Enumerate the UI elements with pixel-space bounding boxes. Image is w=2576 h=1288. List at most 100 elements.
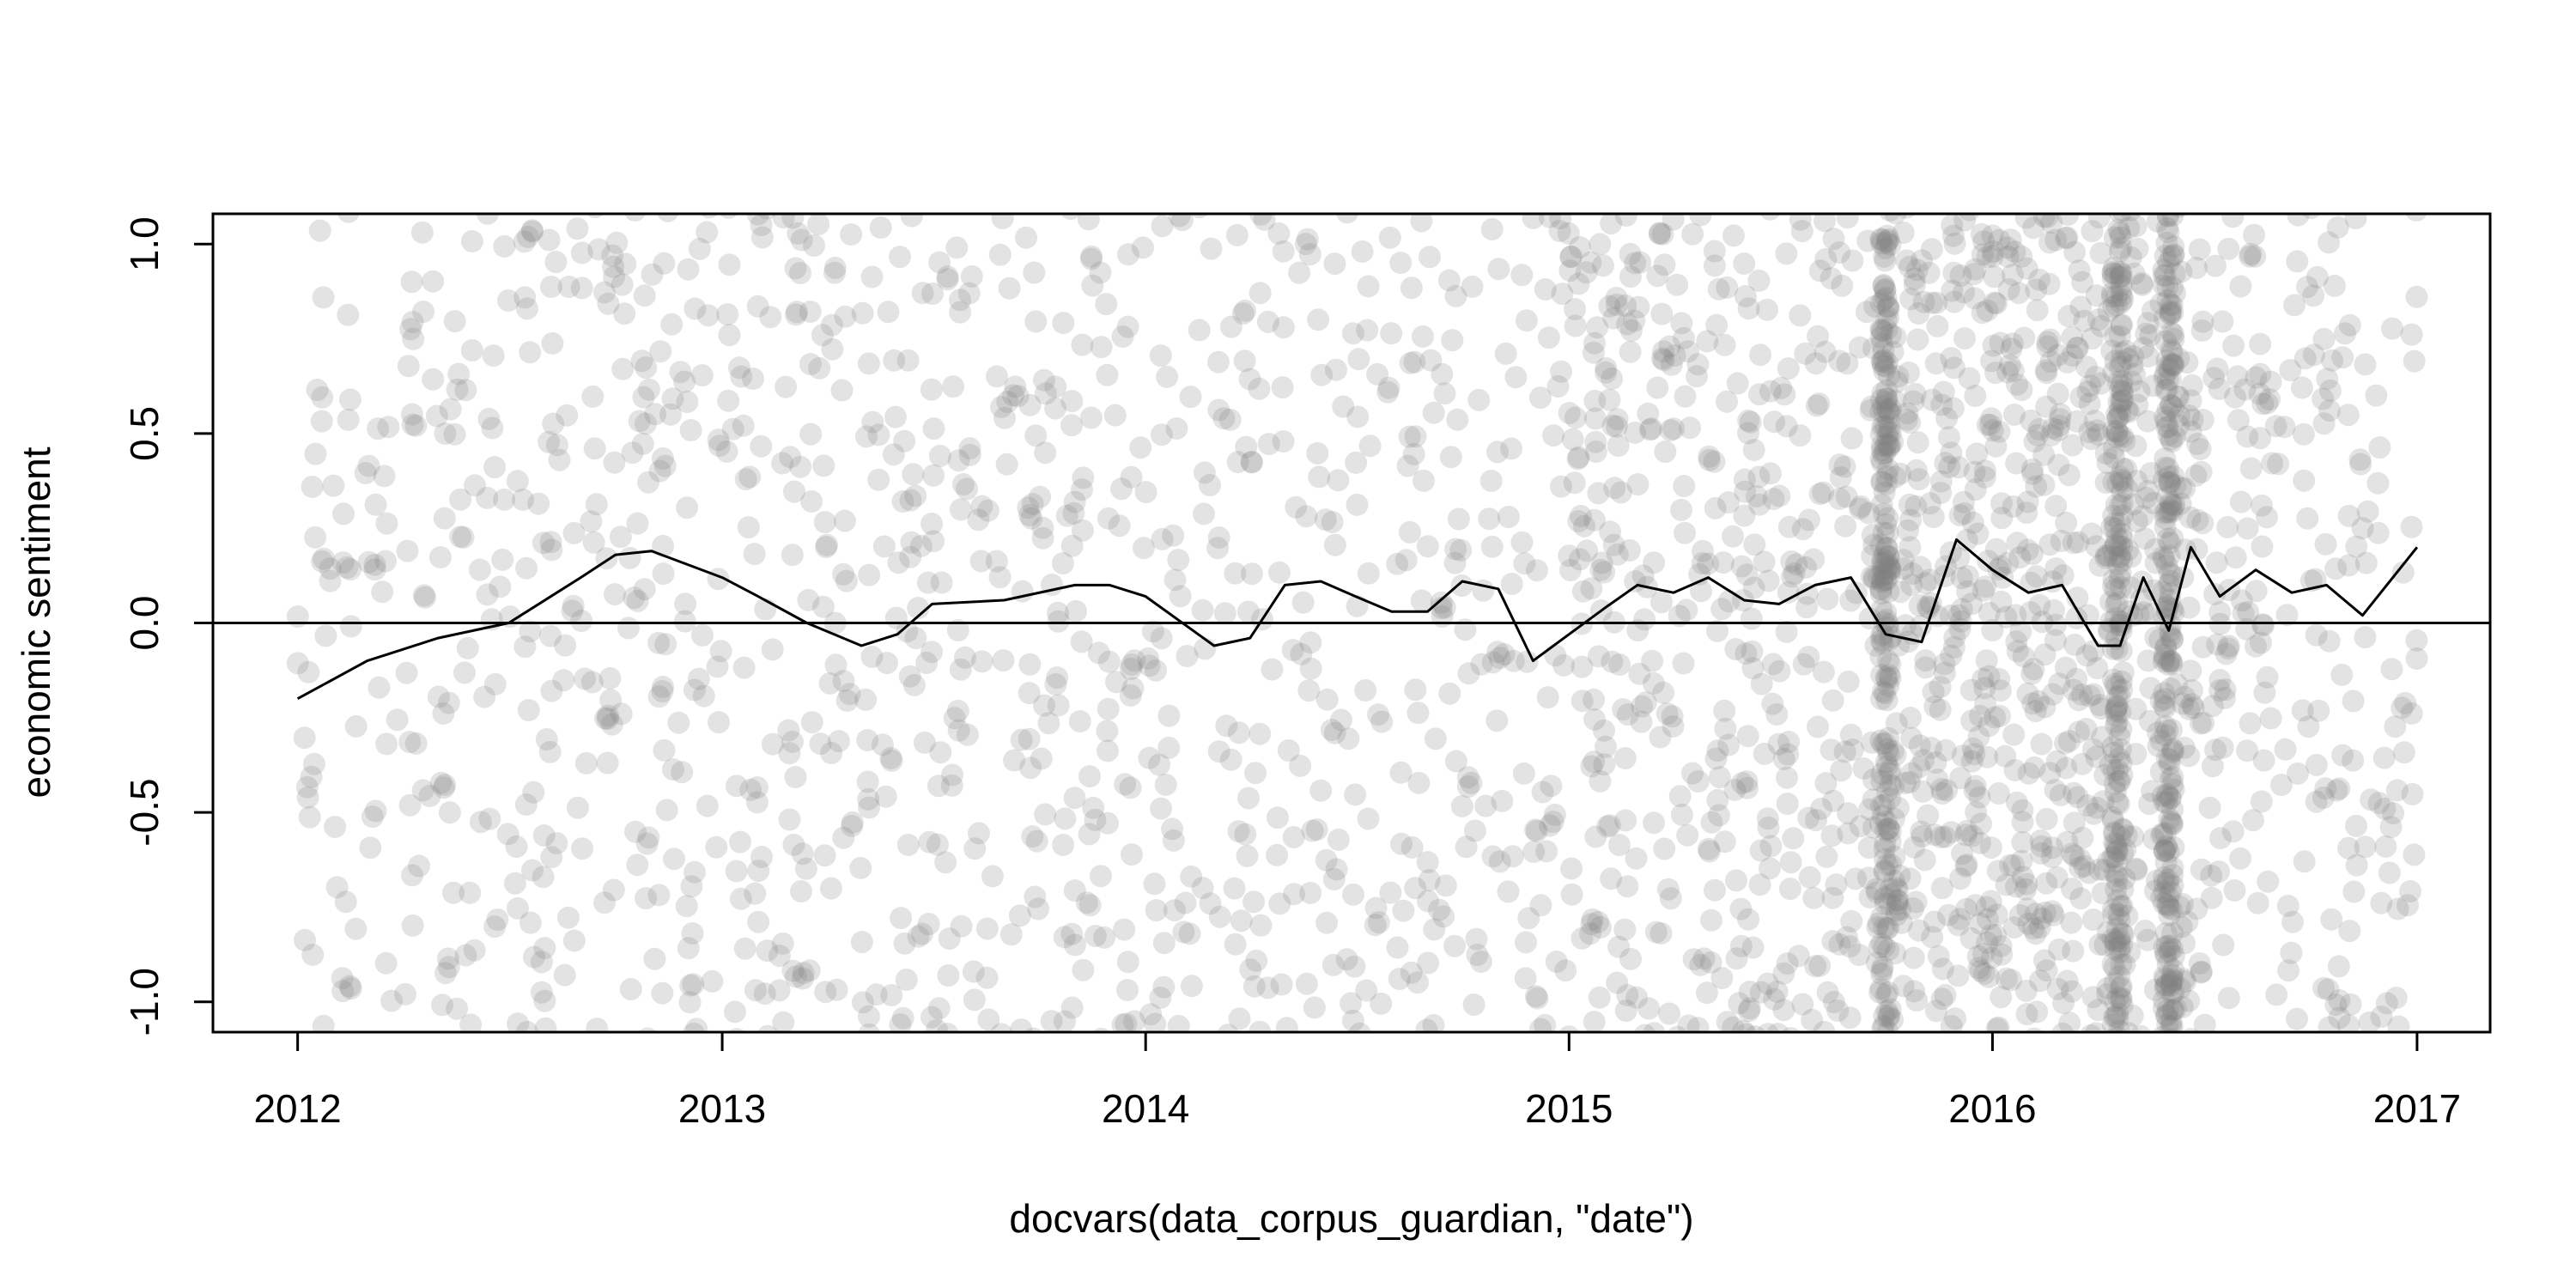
scatter-point	[2161, 874, 2184, 897]
scatter-point	[2208, 378, 2231, 400]
scatter-point	[1877, 307, 1900, 330]
scatter-point	[1588, 986, 1611, 1009]
scatter-point	[2154, 922, 2178, 945]
scatter-point	[2296, 276, 2318, 299]
scatter-point	[2151, 822, 2174, 845]
scatter-point	[1745, 485, 1768, 508]
scatter-point	[1923, 823, 1947, 847]
scatter-point	[2171, 692, 2194, 715]
scatter-point	[1869, 325, 1893, 349]
scatter-point	[1245, 949, 1268, 972]
scatter-point	[1870, 958, 1893, 981]
scatter-point	[1663, 344, 1686, 367]
scatter-point	[1870, 451, 1893, 474]
scatter-point	[614, 252, 637, 276]
scatter-point	[2159, 301, 2182, 325]
scatter-point	[2110, 718, 2133, 741]
scatter-point	[1114, 773, 1137, 796]
scatter-point	[976, 499, 999, 522]
scatter-point	[1219, 315, 1242, 338]
scatter-point	[2105, 865, 2129, 888]
scatter-point	[2082, 683, 2105, 706]
scatter-point	[911, 282, 934, 305]
scatter-point	[2316, 368, 2339, 391]
scatter-point	[1874, 402, 1896, 425]
scatter-point	[302, 752, 325, 775]
scatter-point	[609, 526, 632, 549]
scatter-point	[1113, 918, 1136, 941]
scatter-point	[1417, 890, 1439, 913]
scatter-point	[960, 264, 983, 288]
scatter-point	[2246, 891, 2269, 914]
scatter-point	[1765, 703, 1789, 726]
scatter-point	[1997, 278, 2020, 301]
scatter-point	[1595, 357, 1618, 380]
scatter-point	[1879, 558, 1902, 580]
scatter-point	[2211, 736, 2234, 759]
scatter-point	[745, 776, 769, 799]
scatter-point	[570, 610, 593, 632]
scatter-point	[597, 292, 620, 315]
scatter-point	[676, 391, 699, 413]
scatter-point	[2216, 515, 2239, 538]
scatter-point	[519, 620, 542, 643]
scatter-point	[1874, 355, 1898, 378]
scatter-point	[2251, 535, 2274, 558]
scatter-point	[809, 732, 832, 756]
scatter-point	[304, 526, 327, 549]
scatter-point	[977, 1008, 1000, 1031]
scatter-point	[2250, 494, 2273, 517]
scatter-point	[1964, 775, 1987, 798]
scatter-point	[1072, 466, 1095, 489]
scatter-point	[2312, 387, 2335, 410]
scatter-point	[2154, 245, 2177, 267]
scatter-point	[1703, 240, 1726, 263]
scatter-point	[1239, 958, 1262, 981]
scatter-point	[2104, 938, 2127, 961]
scatter-point	[1097, 697, 1120, 720]
scatter-point	[2015, 501, 2038, 525]
scatter-point	[1989, 679, 2012, 702]
scatter-point	[1749, 343, 1772, 367]
scatter-point	[1871, 395, 1894, 418]
scatter-point	[1668, 605, 1691, 628]
scatter-point	[1593, 561, 1616, 584]
scatter-point	[1583, 708, 1607, 731]
scatter-point	[1869, 645, 1893, 668]
scatter-point	[2358, 1011, 2381, 1032]
scatter-point	[1804, 955, 1827, 978]
scatter-point	[2154, 637, 2178, 660]
scatter-point	[2023, 430, 2046, 453]
scatter-point	[1033, 694, 1055, 717]
scatter-point	[1731, 772, 1753, 794]
scatter-point	[2105, 285, 2128, 308]
scatter-point	[1723, 778, 1747, 801]
scatter-point	[1544, 644, 1567, 667]
scatter-point	[1940, 821, 1963, 844]
scatter-point	[996, 391, 1019, 413]
scatter-point	[2149, 690, 2172, 713]
scatter-point	[938, 927, 961, 951]
scatter-point	[2103, 823, 2126, 846]
scatter-point	[2154, 839, 2176, 862]
scatter-point	[1903, 980, 1926, 1003]
scatter-point	[1942, 290, 1965, 313]
scatter-point	[2058, 1012, 2081, 1032]
scatter-point	[2259, 370, 2282, 393]
scatter-point	[941, 763, 964, 787]
scatter-point	[1217, 1024, 1239, 1032]
scatter-point	[879, 746, 902, 769]
scatter-point	[1971, 942, 1995, 965]
scatter-point	[991, 214, 1014, 229]
scatter-point	[1149, 987, 1172, 1009]
scatter-point	[331, 551, 355, 574]
scatter-point	[995, 453, 1018, 476]
scatter-point	[899, 489, 922, 512]
scatter-point	[1969, 912, 1992, 935]
scatter-point	[2367, 792, 2391, 815]
scatter-point	[1653, 253, 1676, 276]
scatter-point	[1994, 744, 2017, 768]
scatter-point	[1513, 552, 1536, 575]
scatter-point	[1583, 508, 1606, 532]
scatter-point	[1872, 339, 1895, 362]
